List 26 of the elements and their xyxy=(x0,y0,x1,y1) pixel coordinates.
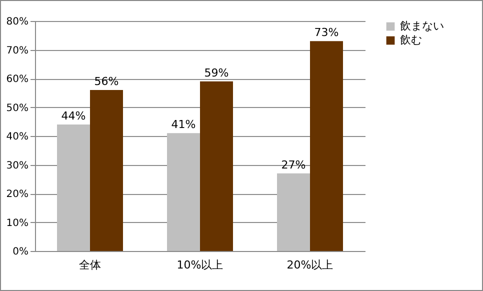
legend-label: 飲む xyxy=(400,34,422,46)
bar xyxy=(90,90,123,251)
y-tick-label: 30% xyxy=(6,160,28,172)
data-label: 73% xyxy=(314,26,339,40)
y-tick-label: 0% xyxy=(12,246,28,258)
y-tick-label: 50% xyxy=(6,102,28,114)
y-tick-label: 10% xyxy=(6,218,28,229)
data-label: 27% xyxy=(281,158,306,172)
bar xyxy=(277,173,310,251)
y-tick-label: 60% xyxy=(6,74,28,85)
data-label: 44% xyxy=(61,110,86,122)
y-tick-label: 70% xyxy=(6,45,28,56)
bar xyxy=(310,41,343,251)
bar xyxy=(167,133,200,251)
bar xyxy=(57,124,90,251)
y-tick-label: 20% xyxy=(6,189,28,200)
bar xyxy=(200,81,233,251)
y-tick-label: 40% xyxy=(6,132,28,142)
y-tick-label: 80% xyxy=(6,16,28,28)
data-label: 56% xyxy=(94,75,119,88)
x-tick-label: 全体 xyxy=(79,258,101,272)
x-tick-label: 20%以上 xyxy=(286,258,334,272)
x-tick-label: 10%以上 xyxy=(176,258,224,272)
legend-label: 飲まない xyxy=(400,20,444,32)
data-label: 41% xyxy=(171,118,196,132)
data-label: 59% xyxy=(204,66,229,80)
